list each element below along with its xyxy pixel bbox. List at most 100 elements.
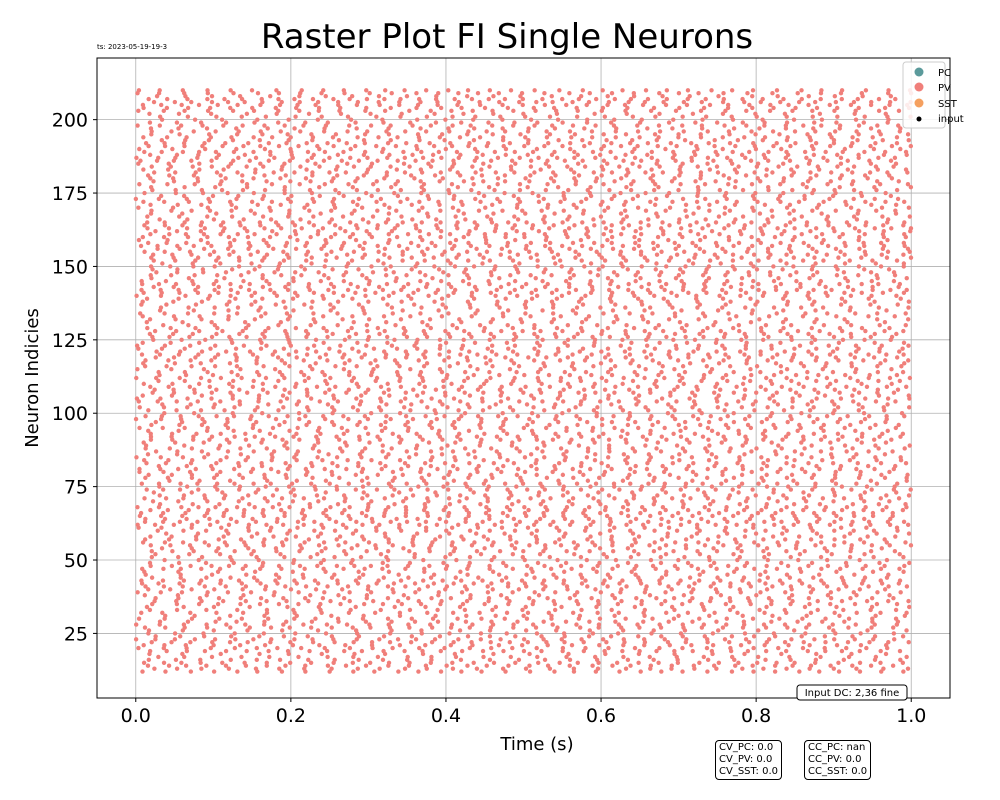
spike-point <box>661 296 666 301</box>
spike-point <box>386 504 391 510</box>
spike-point <box>397 364 402 369</box>
spike-point <box>343 229 348 234</box>
spike-point <box>790 396 795 401</box>
spike-point <box>590 631 596 636</box>
spike-point <box>818 654 823 660</box>
spike-point <box>896 496 902 501</box>
spike-point <box>149 640 154 645</box>
spike-point <box>216 284 222 290</box>
spike-point <box>176 560 182 566</box>
spike-point <box>529 290 534 296</box>
spike-point <box>457 499 462 504</box>
spike-point <box>714 460 719 466</box>
spike-point <box>367 622 372 627</box>
spike-point <box>644 584 649 589</box>
spike-point <box>226 563 232 569</box>
spike-point <box>822 645 827 651</box>
spike-point <box>895 387 901 392</box>
spike-point <box>235 231 240 237</box>
spike-point <box>762 223 767 228</box>
spike-point <box>609 402 614 407</box>
spike-point <box>788 487 794 492</box>
spike-point <box>308 481 314 486</box>
spike-point <box>420 320 425 325</box>
spike-point <box>190 278 195 284</box>
spike-point <box>442 645 447 651</box>
spike-point <box>551 598 556 604</box>
spike-point <box>842 443 848 448</box>
spike-point <box>651 628 656 633</box>
spike-point <box>797 393 802 398</box>
spike-point <box>264 343 269 348</box>
spike-point <box>632 234 637 240</box>
spike-point <box>894 258 900 263</box>
spike-point <box>239 616 245 621</box>
spike-point <box>430 455 435 460</box>
spike-point <box>223 584 228 589</box>
spike-point <box>889 437 894 442</box>
spike-point <box>591 408 597 413</box>
spike-point <box>675 358 681 363</box>
spike-point <box>175 466 181 472</box>
spike-point <box>775 540 780 545</box>
spike-point <box>320 226 326 231</box>
spike-point <box>817 466 822 472</box>
spike-point <box>672 331 678 337</box>
spike-point <box>251 378 256 384</box>
spike-point <box>533 287 539 293</box>
spike-point <box>469 290 475 296</box>
spike-point <box>667 349 672 354</box>
spike-point <box>795 540 800 545</box>
spike-point <box>535 413 541 419</box>
spike-point <box>798 361 804 366</box>
spike-point <box>705 537 711 542</box>
spike-point <box>401 499 406 504</box>
spike-point <box>598 399 603 404</box>
spike-point <box>701 358 706 363</box>
spike-point <box>832 610 837 616</box>
spike-point <box>567 657 573 663</box>
spike-point <box>264 240 269 246</box>
spike-point <box>859 290 864 296</box>
spike-point <box>842 534 847 539</box>
spike-point <box>322 466 327 472</box>
spike-point <box>345 287 351 293</box>
spike-point <box>701 622 707 627</box>
spike-point <box>721 543 726 548</box>
spike-point <box>443 328 448 334</box>
spike-point <box>895 302 900 307</box>
spike-point <box>332 572 337 577</box>
spike-point <box>477 252 482 257</box>
spike-point <box>288 587 294 592</box>
spike-point <box>241 593 246 598</box>
spike-point <box>718 261 723 266</box>
spike-point <box>575 422 580 428</box>
spike-point <box>779 446 784 451</box>
spike-point <box>323 478 329 483</box>
spike-point <box>832 408 837 413</box>
spike-point <box>781 493 786 498</box>
spike-point <box>228 293 233 298</box>
spike-point <box>212 305 217 310</box>
spike-point <box>204 575 209 580</box>
spike-point <box>503 575 509 580</box>
spike-point <box>504 595 510 601</box>
spike-point <box>827 381 833 387</box>
spike-point <box>733 663 738 668</box>
spike-point <box>712 252 718 257</box>
spike-point <box>354 396 359 401</box>
spike-point <box>556 434 561 439</box>
spike-point <box>467 393 473 398</box>
spike-point <box>186 275 192 281</box>
spike-point <box>490 317 496 322</box>
spike-point <box>417 434 423 439</box>
spike-point <box>156 281 162 287</box>
spike-point <box>456 252 461 257</box>
spike-point <box>282 554 287 560</box>
spike-point <box>671 549 676 554</box>
spike-point <box>384 320 389 325</box>
spike-point <box>499 328 504 334</box>
spike-point <box>322 590 327 595</box>
spike-point <box>209 434 215 439</box>
spike-point <box>814 234 819 240</box>
